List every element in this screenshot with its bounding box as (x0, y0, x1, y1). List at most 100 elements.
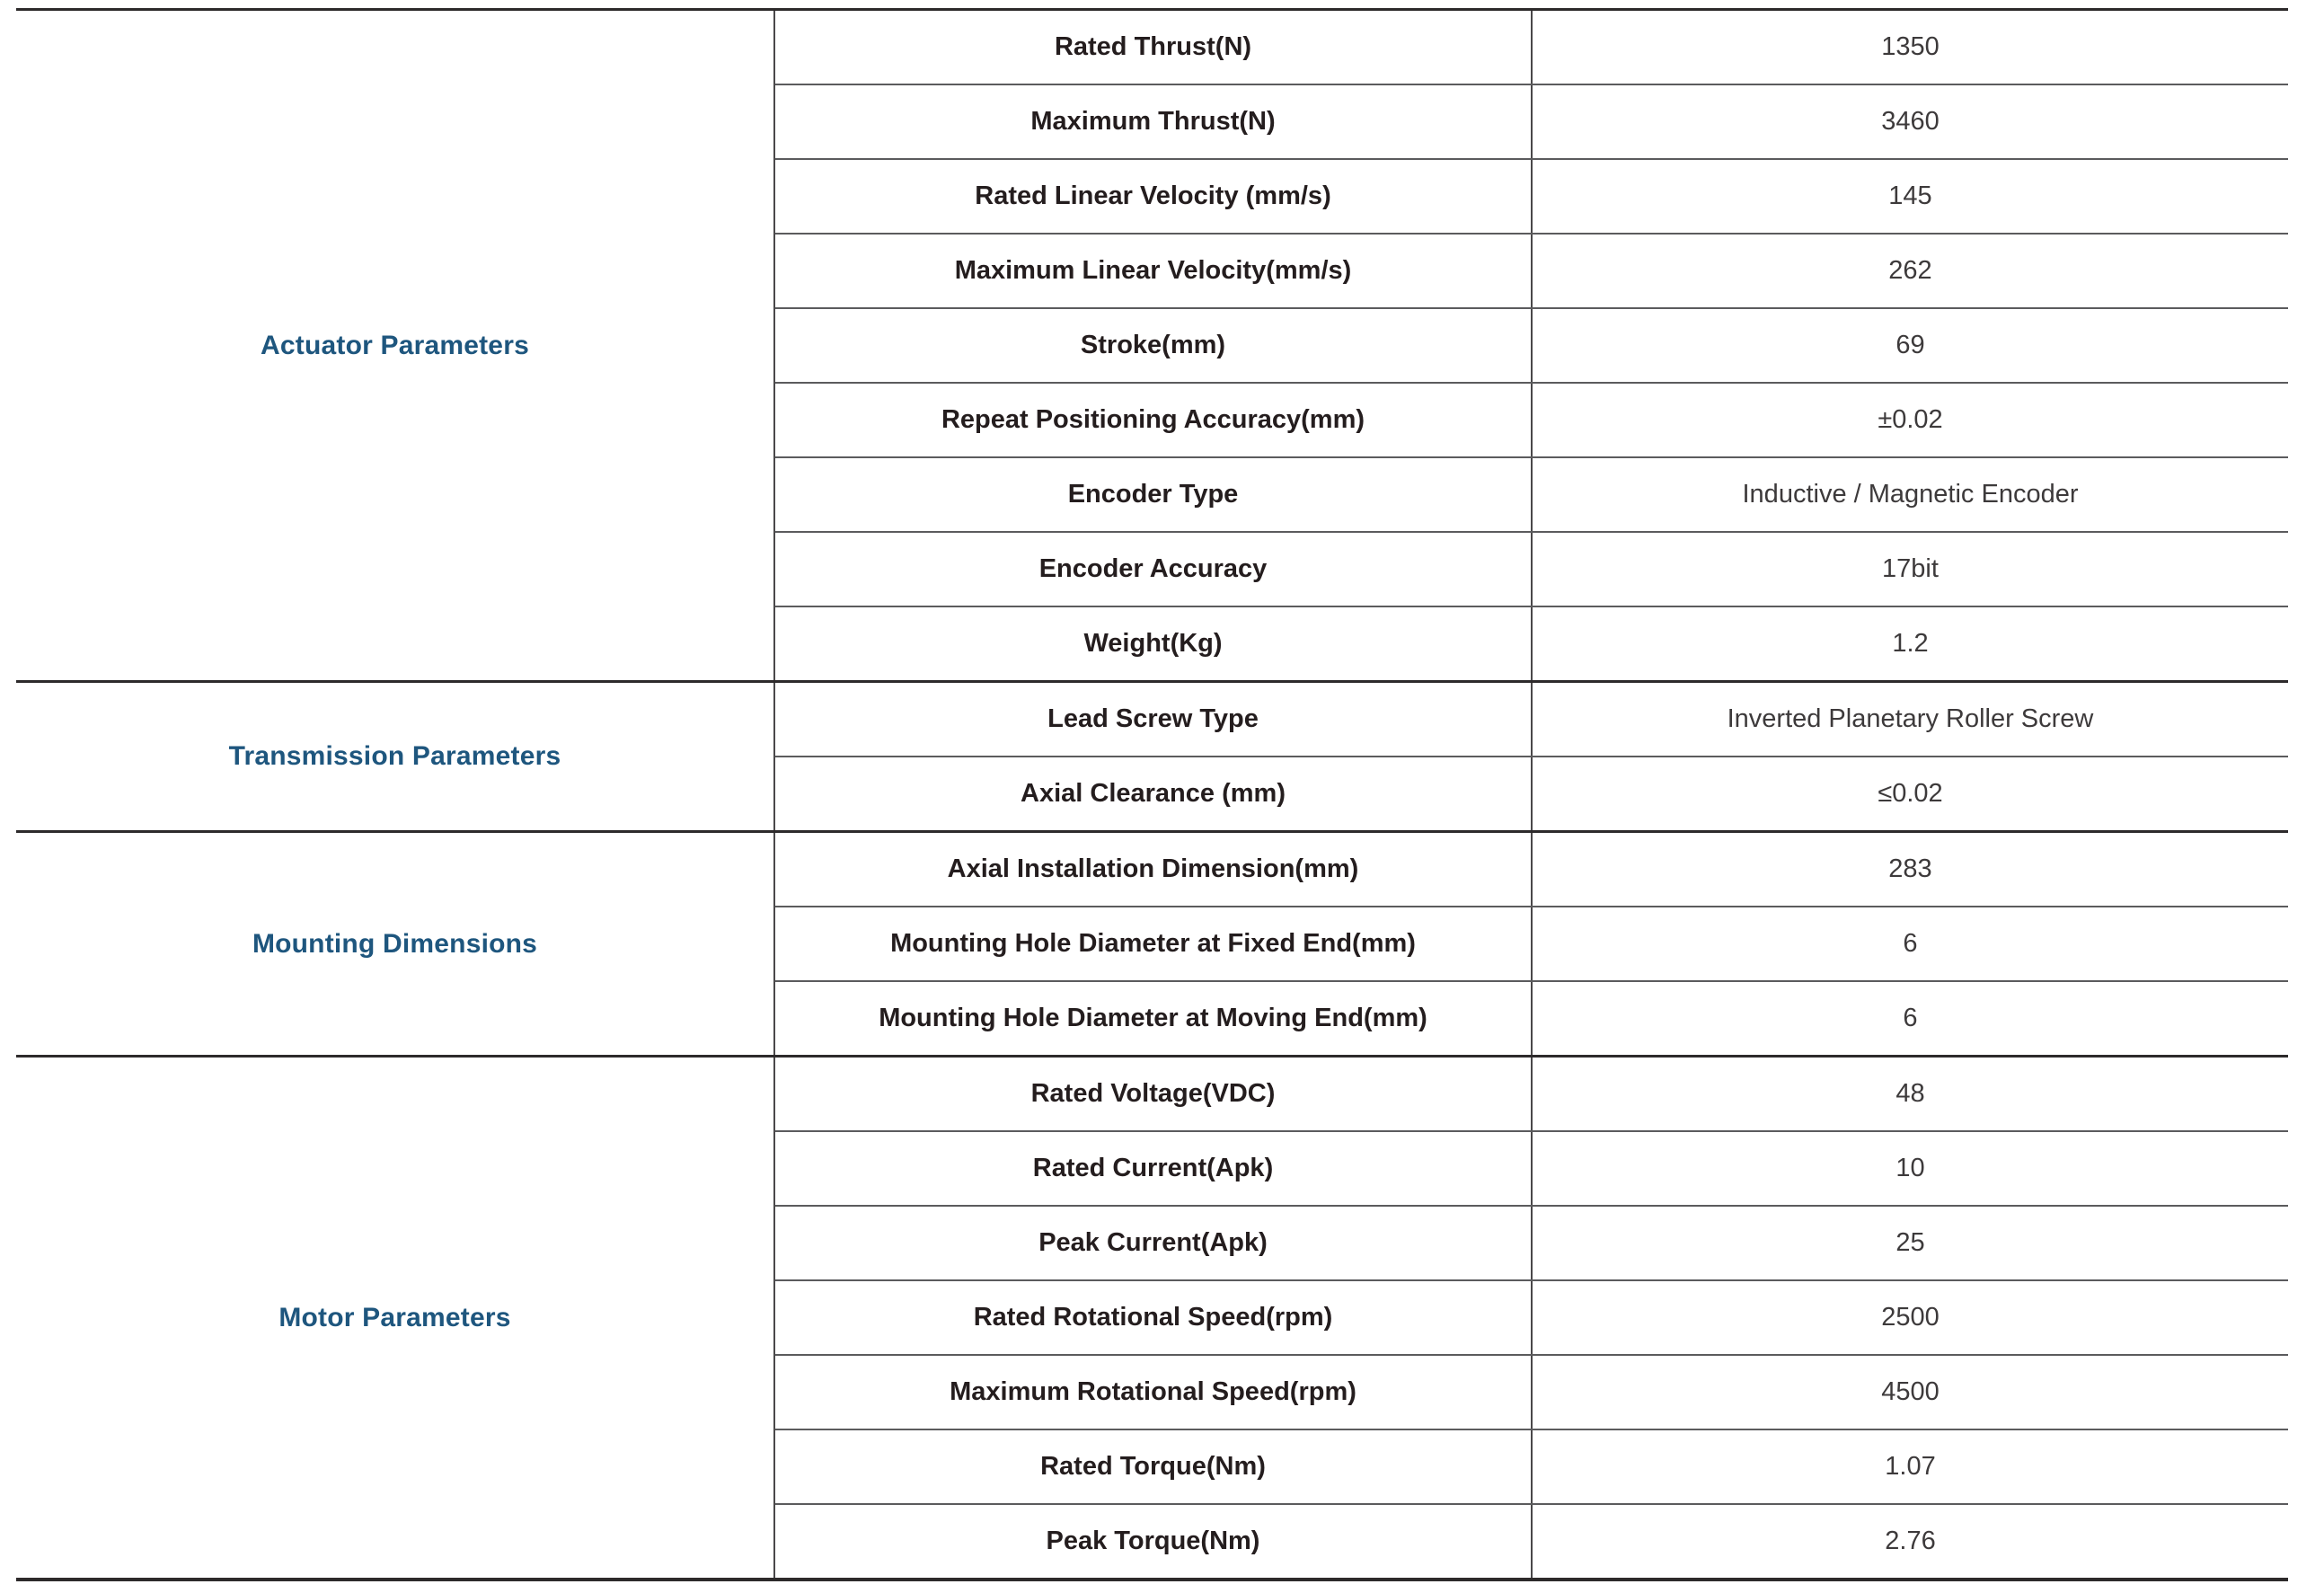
actuator-spec-table: Actuator Parameters Rated Thrust(N) 1350… (16, 8, 2288, 1581)
value-text: 2500 (1881, 1303, 1940, 1332)
value-text: 1350 (1881, 32, 1940, 61)
value-text: 17bit (1882, 554, 1939, 583)
value-text: ≤0.02 (1878, 779, 1943, 808)
value-text: 262 (1888, 256, 1932, 285)
spec-row: Stroke(mm) 69 (775, 307, 2288, 382)
value-cell: 17bit (1531, 533, 2288, 606)
value-text: Inductive / Magnetic Encoder (1742, 480, 2079, 509)
parameter-label: Mounting Hole Diameter at Fixed End(mm) (890, 929, 1416, 958)
spec-row: Peak Torque(Nm) 2.76 (775, 1503, 2288, 1578)
spec-row: Rated Voltage(VDC) 48 (775, 1058, 2288, 1130)
spec-row: Rated Current(Apk) 10 (775, 1130, 2288, 1205)
section-rows: Lead Screw Type Inverted Planetary Rolle… (773, 683, 2288, 830)
value-text: ±0.02 (1878, 405, 1943, 434)
spec-row: Rated Thrust(N) 1350 (775, 11, 2288, 84)
parameter-label: Axial Clearance (mm) (1021, 779, 1286, 808)
value-text: 6 (1903, 1004, 1918, 1032)
value-cell: 1.2 (1531, 607, 2288, 680)
parameter-cell: Rated Torque(Nm) (775, 1430, 1531, 1503)
value-cell: 1.07 (1531, 1430, 2288, 1503)
value-cell: 10 (1531, 1132, 2288, 1205)
spec-row: Maximum Rotational Speed(rpm) 4500 (775, 1354, 2288, 1429)
value-cell: Inverted Planetary Roller Screw (1531, 683, 2288, 756)
parameter-cell: Mounting Hole Diameter at Moving End(mm) (775, 982, 1531, 1055)
parameter-label: Rated Linear Velocity (mm/s) (975, 181, 1331, 210)
value-text: 283 (1888, 854, 1932, 883)
value-text: 25 (1895, 1228, 1925, 1257)
spec-row: Repeat Positioning Accuracy(mm) ±0.02 (775, 382, 2288, 456)
value-text: 69 (1895, 331, 1925, 359)
spec-row: Encoder Accuracy 17bit (775, 531, 2288, 606)
value-text: 4500 (1881, 1377, 1940, 1406)
value-text: 145 (1888, 181, 1932, 210)
spec-row: Maximum Thrust(N) 3460 (775, 84, 2288, 158)
parameter-cell: Encoder Type (775, 458, 1531, 531)
parameter-label: Rated Rotational Speed(rpm) (973, 1303, 1333, 1332)
category-cell-mounting-dimensions: Mounting Dimensions (16, 833, 773, 1055)
section-rows: Rated Voltage(VDC) 48 Rated Current(Apk)… (773, 1058, 2288, 1578)
spec-row: Maximum Linear Velocity(mm/s) 262 (775, 233, 2288, 307)
parameter-cell: Rated Voltage(VDC) (775, 1058, 1531, 1130)
category-label: Motor Parameters (278, 1302, 511, 1332)
value-cell: 2500 (1531, 1281, 2288, 1354)
parameter-cell: Stroke(mm) (775, 309, 1531, 382)
parameter-cell: Rated Linear Velocity (mm/s) (775, 160, 1531, 233)
parameter-cell: Repeat Positioning Accuracy(mm) (775, 384, 1531, 456)
parameter-cell: Maximum Linear Velocity(mm/s) (775, 235, 1531, 307)
value-text: 3460 (1881, 107, 1940, 136)
spec-row: Rated Linear Velocity (mm/s) 145 (775, 158, 2288, 233)
parameter-cell: Axial Clearance (mm) (775, 757, 1531, 830)
section-transmission-parameters: Transmission Parameters Lead Screw Type … (16, 680, 2288, 830)
category-cell-actuator-parameters: Actuator Parameters (16, 11, 773, 680)
value-cell: 1350 (1531, 11, 2288, 84)
value-cell: ≤0.02 (1531, 757, 2288, 830)
parameter-cell: Maximum Thrust(N) (775, 85, 1531, 158)
category-cell-motor-parameters: Motor Parameters (16, 1058, 773, 1578)
value-text: 1.07 (1885, 1452, 1936, 1481)
parameter-label: Maximum Rotational Speed(rpm) (950, 1377, 1356, 1406)
parameter-label: Rated Thrust(N) (1054, 32, 1252, 61)
parameter-label: Rated Current(Apk) (1032, 1154, 1274, 1182)
value-cell: 6 (1531, 982, 2288, 1055)
category-label: Actuator Parameters (261, 330, 529, 360)
parameter-label: Stroke(mm) (1080, 331, 1226, 359)
category-label: Transmission Parameters (228, 741, 561, 771)
section-motor-parameters: Motor Parameters Rated Voltage(VDC) 48 R… (16, 1055, 2288, 1578)
value-text: 2.76 (1885, 1527, 1936, 1555)
parameter-cell: Rated Thrust(N) (775, 11, 1531, 84)
value-cell: 3460 (1531, 85, 2288, 158)
parameter-cell: Weight(Kg) (775, 607, 1531, 680)
value-cell: ±0.02 (1531, 384, 2288, 456)
value-text: Inverted Planetary Roller Screw (1727, 704, 2094, 733)
parameter-label: Rated Voltage(VDC) (1030, 1079, 1276, 1108)
parameter-label: Peak Torque(Nm) (1046, 1527, 1260, 1555)
spec-row: Mounting Hole Diameter at Moving End(mm)… (775, 980, 2288, 1055)
spec-row: Axial Clearance (mm) ≤0.02 (775, 756, 2288, 830)
parameter-cell: Mounting Hole Diameter at Fixed End(mm) (775, 907, 1531, 980)
value-text: 10 (1895, 1154, 1925, 1182)
spec-row: Weight(Kg) 1.2 (775, 606, 2288, 680)
spec-row: Rated Rotational Speed(rpm) 2500 (775, 1279, 2288, 1354)
spec-row: Axial Installation Dimension(mm) 283 (775, 833, 2288, 906)
section-rows: Axial Installation Dimension(mm) 283 Mou… (773, 833, 2288, 1055)
value-cell: 6 (1531, 907, 2288, 980)
parameter-label: Repeat Positioning Accuracy(mm) (941, 405, 1365, 434)
spec-row: Encoder Type Inductive / Magnetic Encode… (775, 456, 2288, 531)
category-label: Mounting Dimensions (252, 928, 538, 959)
value-cell: 283 (1531, 833, 2288, 906)
value-cell: 69 (1531, 309, 2288, 382)
parameter-cell: Maximum Rotational Speed(rpm) (775, 1356, 1531, 1429)
value-cell: 25 (1531, 1207, 2288, 1279)
parameter-cell: Axial Installation Dimension(mm) (775, 833, 1531, 906)
parameter-label: Weight(Kg) (1083, 629, 1223, 658)
parameter-label: Maximum Thrust(N) (1030, 107, 1276, 136)
value-cell: 48 (1531, 1058, 2288, 1130)
parameter-cell: Rated Current(Apk) (775, 1132, 1531, 1205)
value-cell: 4500 (1531, 1356, 2288, 1429)
parameter-cell: Encoder Accuracy (775, 533, 1531, 606)
value-cell: 145 (1531, 160, 2288, 233)
parameter-label: Peak Current(Apk) (1038, 1228, 1268, 1257)
parameter-cell: Peak Torque(Nm) (775, 1505, 1531, 1578)
parameter-label: Rated Torque(Nm) (1040, 1452, 1266, 1481)
parameter-cell: Peak Current(Apk) (775, 1207, 1531, 1279)
